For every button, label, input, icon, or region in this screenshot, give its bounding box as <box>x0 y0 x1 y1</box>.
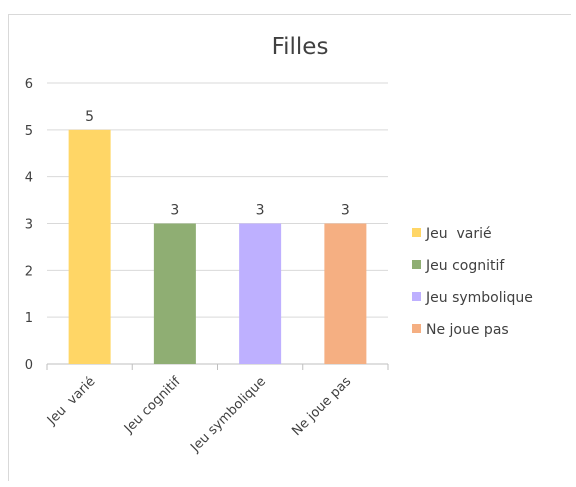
data-label: 5 <box>85 109 94 125</box>
y-tick-label: 6 <box>25 77 33 92</box>
legend: Jeu varié Jeu cognitif Jeu symbolique Ne jo… <box>412 226 533 338</box>
legend-swatch <box>412 292 421 301</box>
legend-label: Jeu varié <box>425 226 492 242</box>
data-labels: 5 3 3 3 <box>85 109 350 219</box>
x-axis-ticks: Jeu varié Jeu cognitif Jeu symbolique Ne jo… <box>44 364 389 456</box>
bar <box>153 223 196 364</box>
y-tick-label: 1 <box>25 311 33 326</box>
legend-swatch <box>412 260 421 269</box>
x-tick-label: Jeu varié <box>44 374 98 428</box>
bars <box>68 129 367 364</box>
x-tick-label: Ne joue pas <box>289 374 354 439</box>
legend-label: Jeu cognitif <box>425 258 505 274</box>
data-label: 3 <box>341 203 350 219</box>
legend-label: Ne joue pas <box>426 322 509 338</box>
chart-title: Filles <box>272 34 329 60</box>
bar <box>68 129 111 364</box>
x-tick-label: Jeu symbolique <box>187 374 269 456</box>
data-label: 3 <box>256 203 265 219</box>
x-tick-label: Jeu cognitif <box>121 374 184 437</box>
y-tick-label: 4 <box>25 171 33 186</box>
legend-label: Jeu symbolique <box>425 290 533 306</box>
y-tick-label: 3 <box>25 218 33 233</box>
y-tick-label: 0 <box>25 358 33 373</box>
y-tick-label: 2 <box>25 264 33 279</box>
y-axis-ticks: 0 1 2 3 4 5 6 <box>25 77 33 373</box>
data-label: 3 <box>170 203 179 219</box>
legend-swatch <box>412 228 421 237</box>
y-tick-label: 5 <box>25 124 33 139</box>
legend-swatch <box>412 324 421 333</box>
bar <box>239 223 282 364</box>
bar <box>324 223 367 364</box>
